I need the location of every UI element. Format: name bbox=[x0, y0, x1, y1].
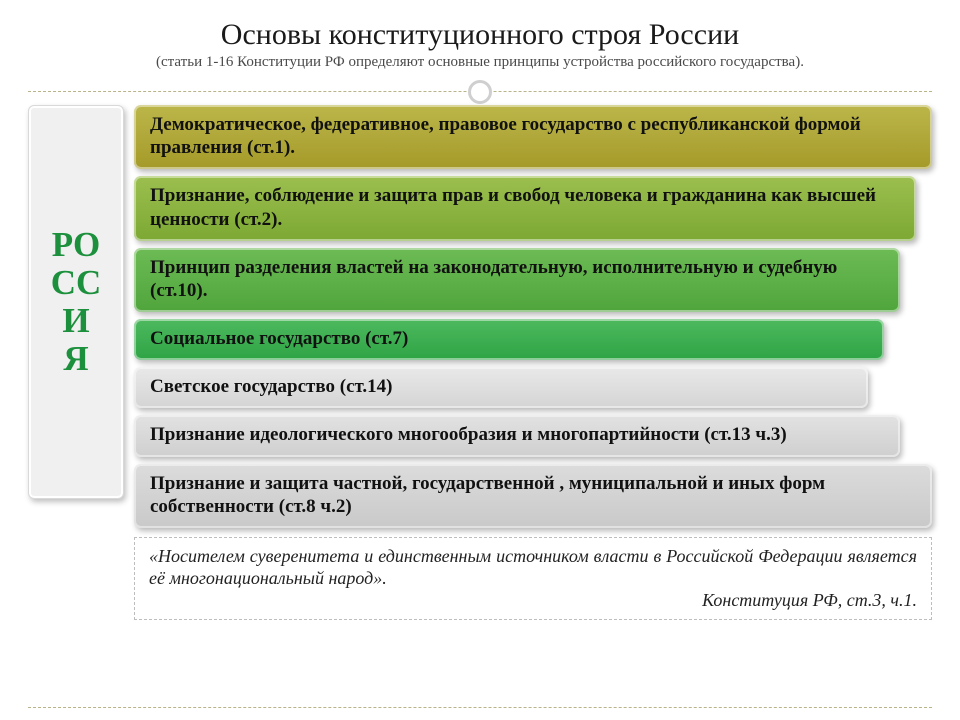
bar-4: Социальное государство (ст.7) bbox=[134, 319, 884, 360]
bar-1: Демократическое, федеративное, правовое … bbox=[134, 105, 932, 169]
quote-source: Конституция РФ, ст.3, ч.1. bbox=[149, 590, 917, 611]
bar-5: Светское государство (ст.14) bbox=[134, 367, 868, 408]
bottom-divider bbox=[28, 707, 932, 708]
side-box: РОССИЯ bbox=[28, 105, 124, 499]
slide-title: Основы конституционного строя России bbox=[28, 18, 932, 52]
divider bbox=[28, 77, 932, 105]
side-label: РОССИЯ bbox=[51, 226, 102, 377]
bars-column: Демократическое, федеративное, правовое … bbox=[134, 105, 932, 653]
content: РОССИЯ Демократическое, федеративное, пр… bbox=[28, 105, 932, 653]
title-block: Основы конституционного строя России (ст… bbox=[28, 18, 932, 71]
quote-text: «Носителем суверенитета и единственным и… bbox=[149, 546, 917, 590]
divider-ring-icon bbox=[468, 80, 492, 104]
bar-6: Признание идеологического многообразия и… bbox=[134, 415, 900, 456]
slide-subtitle: (статьи 1-16 Конституции РФ определяют о… bbox=[28, 54, 932, 71]
bar-2: Признание, соблюдение и защита прав и св… bbox=[134, 176, 916, 240]
bar-7: Признание и защита частной, государствен… bbox=[134, 464, 932, 528]
quote-box: «Носителем суверенитета и единственным и… bbox=[134, 537, 932, 620]
bar-3: Принцип разделения властей на законодате… bbox=[134, 248, 900, 312]
slide: Основы конституционного строя России (ст… bbox=[0, 0, 960, 720]
